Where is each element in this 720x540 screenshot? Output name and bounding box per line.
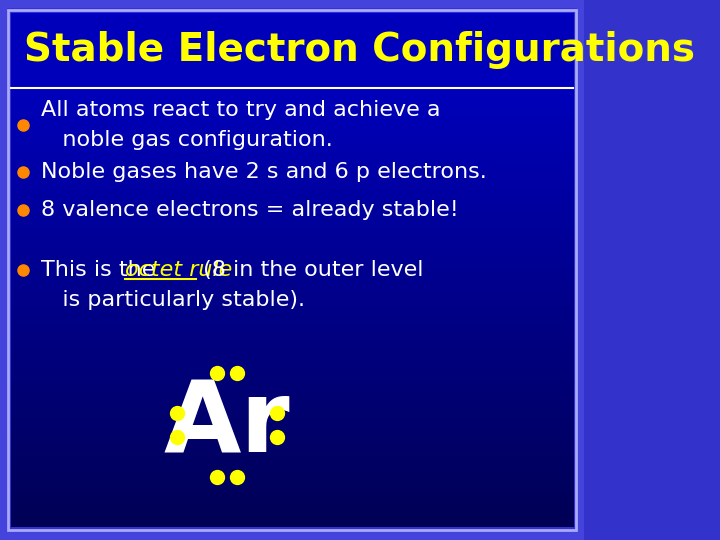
- Text: (8 in the outer level: (8 in the outer level: [196, 260, 423, 280]
- Text: This is the: This is the: [40, 260, 162, 280]
- Text: Stable Electron Configurations: Stable Electron Configurations: [24, 31, 696, 69]
- Text: All atoms react to try and achieve a
   noble gas configuration.: All atoms react to try and achieve a nob…: [40, 100, 440, 150]
- Text: Noble gases have 2 s and 6 p electrons.: Noble gases have 2 s and 6 p electrons.: [40, 162, 486, 182]
- Text: is particularly stable).: is particularly stable).: [40, 290, 305, 310]
- Text: octet rule: octet rule: [125, 260, 233, 280]
- FancyBboxPatch shape: [4, 4, 580, 536]
- Text: 8 valence electrons = already stable!: 8 valence electrons = already stable!: [40, 200, 459, 220]
- FancyBboxPatch shape: [11, 15, 573, 85]
- Text: Ar: Ar: [163, 376, 290, 474]
